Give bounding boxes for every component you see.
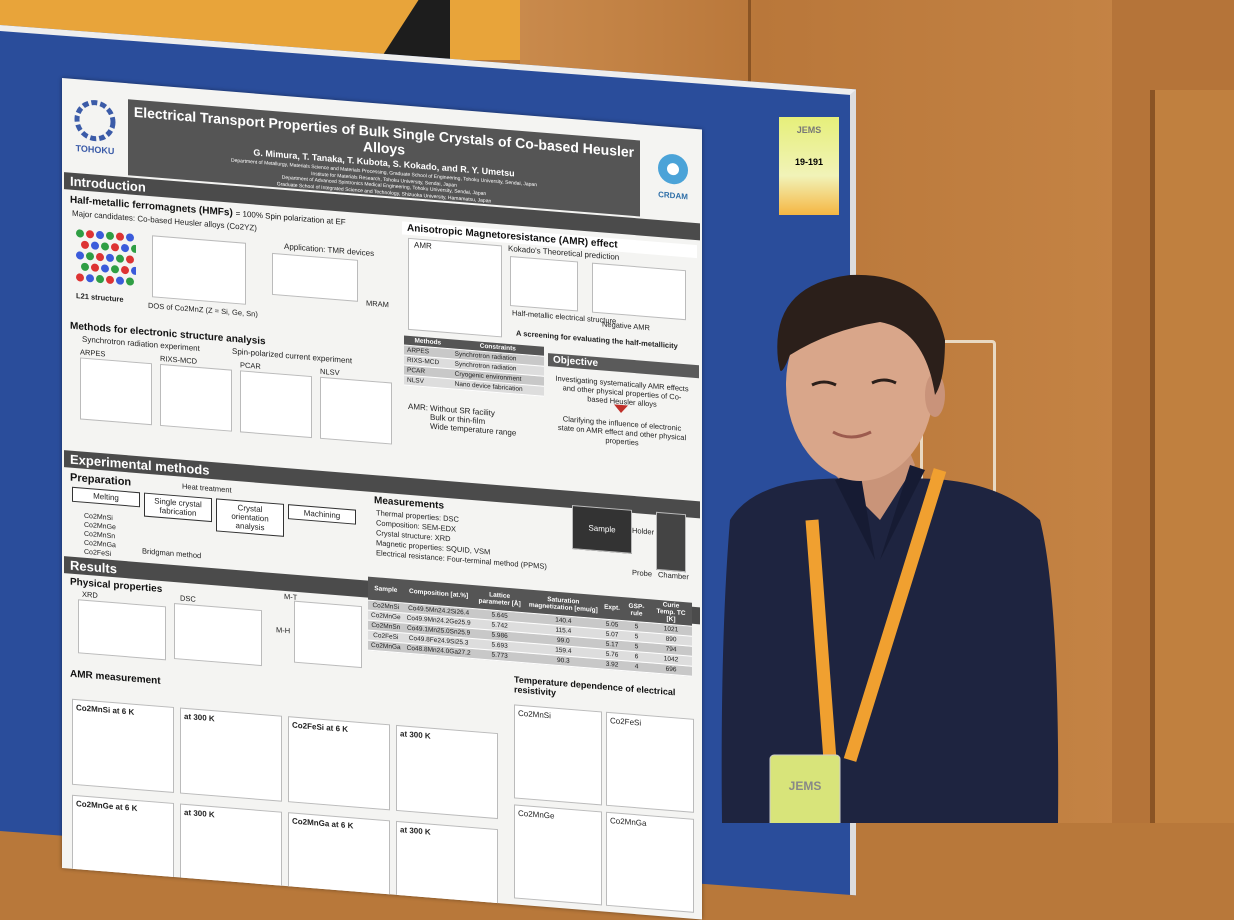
atom: [116, 232, 124, 241]
atom: [91, 263, 99, 272]
atom: [106, 231, 114, 240]
atom: [96, 275, 104, 284]
lanyard: [805, 468, 947, 762]
badge-brand: JEMS: [789, 779, 822, 793]
atom: [91, 241, 99, 250]
card-brand: JEMS: [796, 125, 822, 135]
figure: Co2MnGa at 6 K: [288, 812, 390, 907]
atom: [81, 240, 89, 249]
atom: [101, 264, 109, 273]
atom: [126, 277, 134, 286]
door-frame: [1150, 90, 1234, 823]
atom: [101, 242, 109, 251]
poster: TOHOKU Electrical Transport Properties o…: [62, 78, 702, 920]
figure: at 300 K: [396, 820, 498, 916]
atom: [81, 262, 89, 271]
atom: [96, 231, 104, 240]
atom: [111, 265, 119, 274]
figure: Co2MnGa: [606, 811, 694, 913]
atom: [86, 230, 94, 239]
collar: [835, 465, 925, 560]
atom: [131, 266, 136, 275]
logo-right: CRDAM: [646, 147, 700, 217]
card-number: 19-191: [794, 157, 824, 167]
atom: [126, 255, 134, 264]
atom: [96, 253, 104, 262]
atom: [116, 254, 124, 263]
atom: [106, 253, 114, 262]
crystal-figure: [76, 229, 136, 286]
atom: [131, 244, 136, 253]
mouth: [832, 430, 872, 439]
atom: [76, 273, 84, 282]
atom: [121, 266, 129, 275]
atom: [86, 274, 94, 283]
logo-mark: [74, 100, 116, 142]
atom: [106, 275, 114, 284]
atom: [76, 251, 84, 260]
atom: [76, 229, 84, 238]
atom: [111, 243, 119, 252]
atom: [121, 244, 129, 253]
hair: [777, 274, 945, 395]
atom: [86, 252, 94, 261]
logo-left: TOHOKU: [66, 96, 124, 171]
logo-mark: [658, 154, 688, 185]
board-card: JEMS 19-191: [779, 117, 839, 215]
eyes: [811, 378, 897, 387]
atom: [126, 233, 134, 242]
person: JEMS: [721, 274, 1059, 823]
plot-label: at 300 K: [400, 825, 431, 837]
name-badge: [769, 754, 841, 823]
atom: [116, 276, 124, 285]
